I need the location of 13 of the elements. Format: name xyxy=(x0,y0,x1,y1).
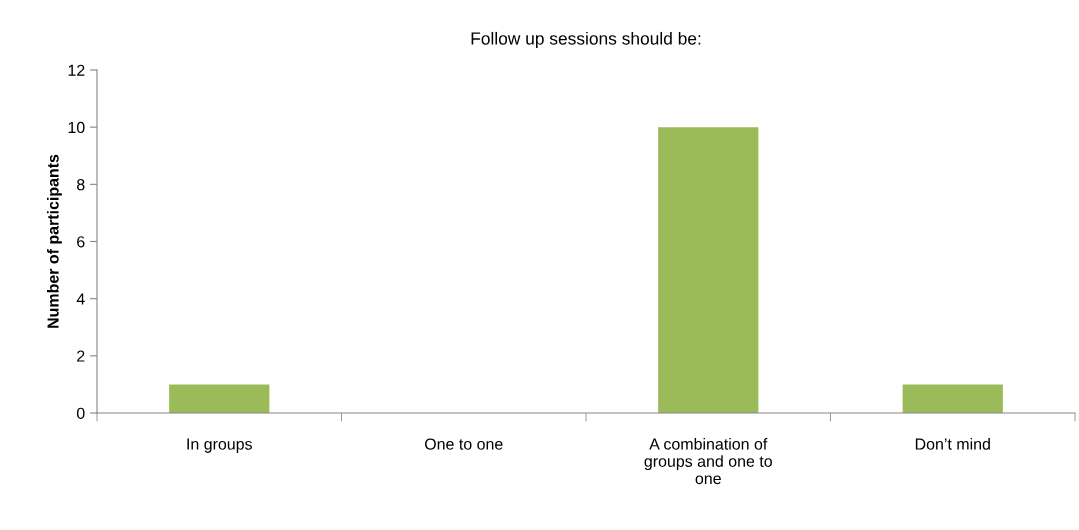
y-tick-label: 6 xyxy=(77,236,85,248)
y-axis-title: Number of participants xyxy=(46,154,62,328)
y-tick-label: 2 xyxy=(77,350,85,362)
x-tick-label: One to one xyxy=(424,438,503,450)
x-tick-label: In groups xyxy=(187,438,252,453)
x-tick-label: Don’t mind xyxy=(915,438,990,450)
y-tick-label: 10 xyxy=(68,121,85,134)
y-tick-label: 4 xyxy=(76,293,85,305)
y-tick-label: 8 xyxy=(77,178,85,191)
chart-title: Follow up sessions should be: xyxy=(471,31,701,49)
y-tick-label: 0 xyxy=(76,407,85,419)
y-tick-label: 12 xyxy=(68,64,85,76)
x-tick-label: A combination of groups and one to one xyxy=(644,438,772,485)
